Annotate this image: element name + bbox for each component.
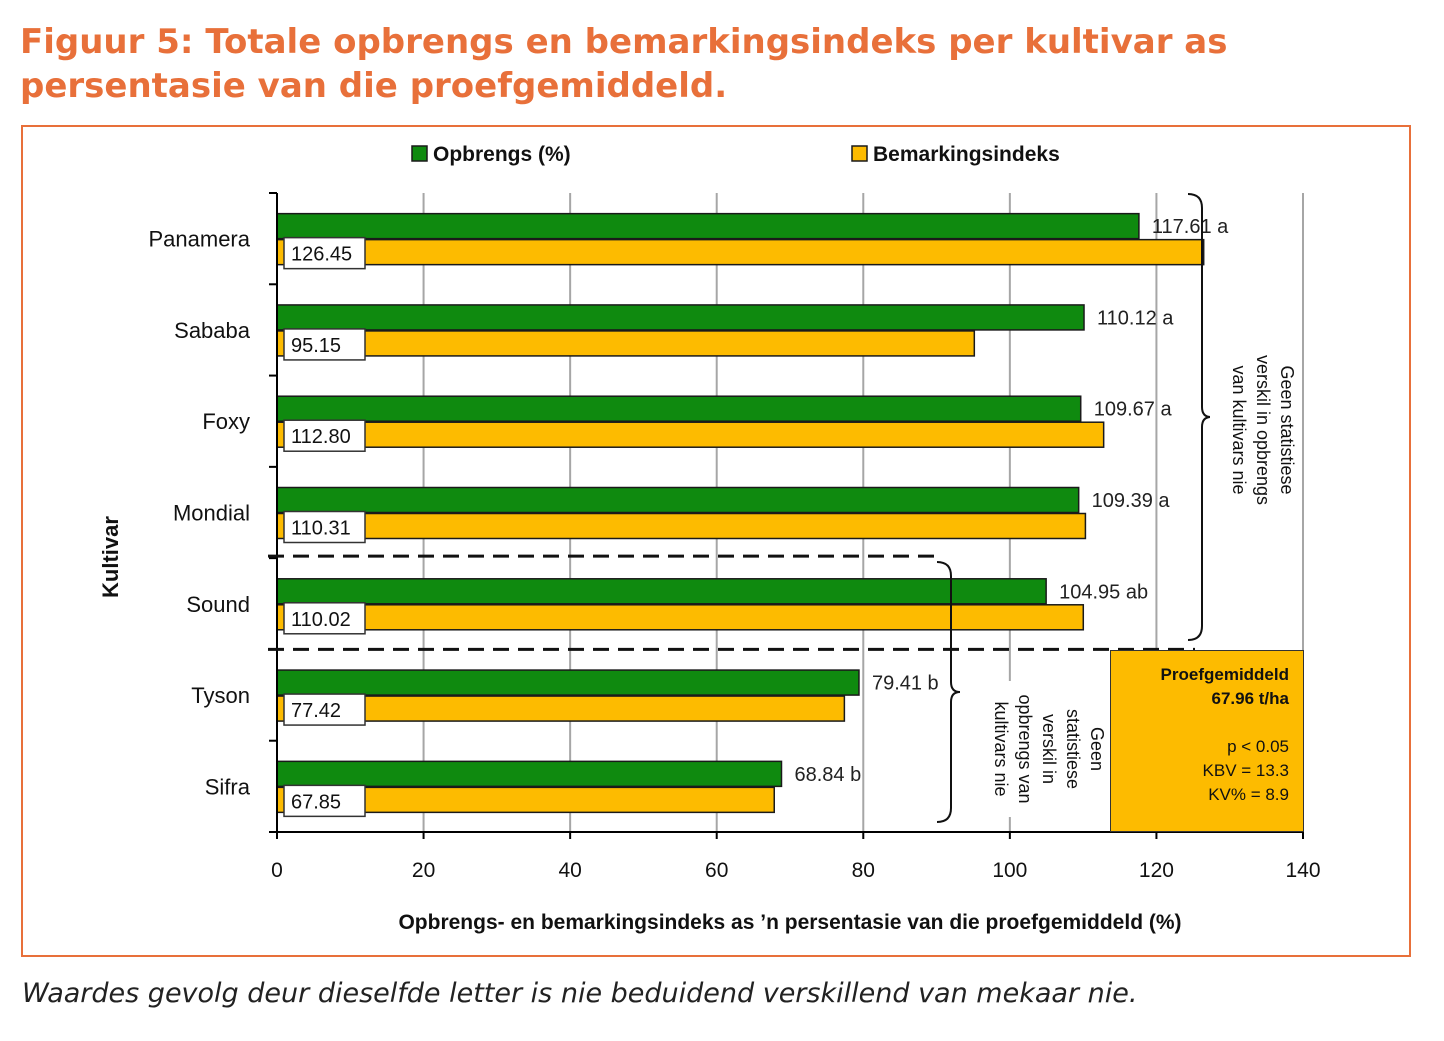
group-label-2-line: statistiese: [1063, 709, 1083, 789]
bar-opbrengs: [276, 669, 860, 696]
opbrengs-data-label: 109.39 a: [1092, 490, 1171, 512]
group-label-1-line: Geen statistiese: [1277, 365, 1297, 494]
bemarkingsindeks-label-box: [283, 328, 366, 361]
legend: Opbrengs (%) Bemarkingsindeks: [411, 143, 1060, 166]
bemarkingsindeks-label-box: [283, 236, 366, 270]
category-label: Sifra: [205, 774, 251, 799]
category-label: Sababa: [174, 318, 251, 343]
opbrengs-data-label: 109.67 a: [1094, 399, 1173, 421]
brace-group-2: [936, 561, 961, 823]
x-tick-label: 40: [558, 859, 581, 882]
legend-label-opbrengs: Opbrengs (%): [433, 143, 571, 166]
category-label: Foxy: [202, 409, 250, 434]
x-tick-label: 140: [1285, 859, 1320, 882]
group-label-1-bg: [1210, 322, 1290, 538]
bar-bemarkingsindeks: [276, 238, 1205, 266]
bemarkingsindeks-data-label: 110.02: [291, 609, 351, 631]
legend-swatch-opbrengs: [411, 145, 428, 162]
bemarkingsindeks-label-box: [283, 784, 366, 818]
y-axis-title: Kultivar: [98, 516, 123, 598]
axes: 0 20 40 60 80 100 120 140 Panamera Sababa Foxy Mond…: [98, 192, 1321, 934]
bemarkingsindeks-label-box: [283, 510, 366, 544]
bar-bemarkingsindeks: [276, 695, 846, 722]
group-label-2-bg: [972, 681, 1100, 817]
group-label-2-line: kultivars nie: [991, 701, 1011, 796]
bar-bemarkingsindeks: [276, 512, 1087, 540]
bemarkingsindeks-data-label: 77.42: [291, 700, 341, 722]
kv-value: KV% = 8.9: [1208, 785, 1289, 804]
opbrengs-data-label: 117.61 a: [1152, 216, 1229, 238]
x-axis-title: Opbrengs- en bemarkingsindeks as ’n pers…: [398, 911, 1181, 934]
bar-bemarkingsindeks: [276, 421, 1105, 448]
bar-opbrengs: [276, 578, 1047, 605]
trial-mean-title: Proefgemiddeld: [1160, 665, 1289, 684]
x-tick-label: 20: [412, 859, 435, 882]
bar-opbrengs: [276, 395, 1082, 422]
opbrengs-data-label: 68.84 b: [794, 764, 861, 786]
legend-swatch-bemarkingsindeks: [851, 145, 868, 162]
category-label: Mondial: [173, 501, 250, 526]
x-tick-label: 120: [1139, 859, 1174, 882]
x-tick-label: 80: [852, 859, 875, 882]
p-value: p < 0.05: [1227, 737, 1289, 756]
figure-frame: [21, 125, 1411, 957]
bar-opbrengs: [276, 486, 1080, 514]
bemarkingsindeks-data-label: 112.80: [291, 426, 351, 448]
bars: [276, 212, 1205, 814]
group-label-2-line: verskil in: [1039, 714, 1059, 784]
opbrengs-data-label: 110.12 a: [1097, 307, 1174, 329]
bar-bemarkingsindeks: [276, 604, 1085, 631]
opbrengs-data-label: 104.95 ab: [1059, 581, 1148, 603]
trial-mean-value: 67.96 t/ha: [1211, 689, 1290, 708]
figure-title: Figuur 5: Totale opbrengs en bemarkingsi…: [20, 22, 1228, 106]
bar-opbrengs: [276, 212, 1140, 240]
category-label: Tyson: [191, 683, 250, 708]
bemarkingsindeks-label-box: [283, 693, 366, 726]
bemarkingsindeks-data-label: 126.45: [291, 244, 352, 266]
bemarkingsindeks-data-label: 95.15: [291, 335, 341, 357]
opbrengs-data-label: 79.41 b: [872, 673, 939, 695]
group-label-2-line: opbrengs van: [1015, 694, 1035, 803]
figure-footnote: Waardes gevolg deur dieselfde letter is …: [22, 978, 1138, 1009]
bar-bemarkingsindeks: [276, 330, 976, 357]
trial-mean-box: Proefgemiddeld 67.96 t/ha p < 0.05 KBV =…: [1110, 650, 1304, 832]
legend-label-bemarkingsindeks: Bemarkingsindeks: [873, 143, 1060, 166]
x-tick-label: 0: [271, 859, 283, 882]
group-label-1-line: van kultivars nie: [1229, 365, 1249, 494]
bemarkingsindeks-data-label: 110.31: [291, 518, 351, 540]
category-label: Sound: [186, 592, 250, 617]
bemarkingsindeks-data-label: 67.85: [291, 791, 341, 813]
bemarkingsindeks-label-box: [283, 602, 366, 635]
group-label-2-line: Geen: [1087, 727, 1107, 771]
bar-opbrengs: [276, 760, 783, 788]
x-tick-label: 100: [992, 859, 1027, 882]
annotations: 117.61 a 126.45 110.12 a 95.15 109.67 a 112.8…: [268, 193, 1297, 823]
category-label: Panamera: [148, 227, 250, 252]
group-label-1-line: verskil in opbrengs: [1253, 355, 1273, 505]
x-tick-label: 60: [705, 859, 728, 882]
bar-opbrengs: [276, 304, 1085, 331]
kbv-value: KBV = 13.3: [1202, 761, 1289, 780]
bemarkingsindeks-label-box: [283, 419, 366, 452]
